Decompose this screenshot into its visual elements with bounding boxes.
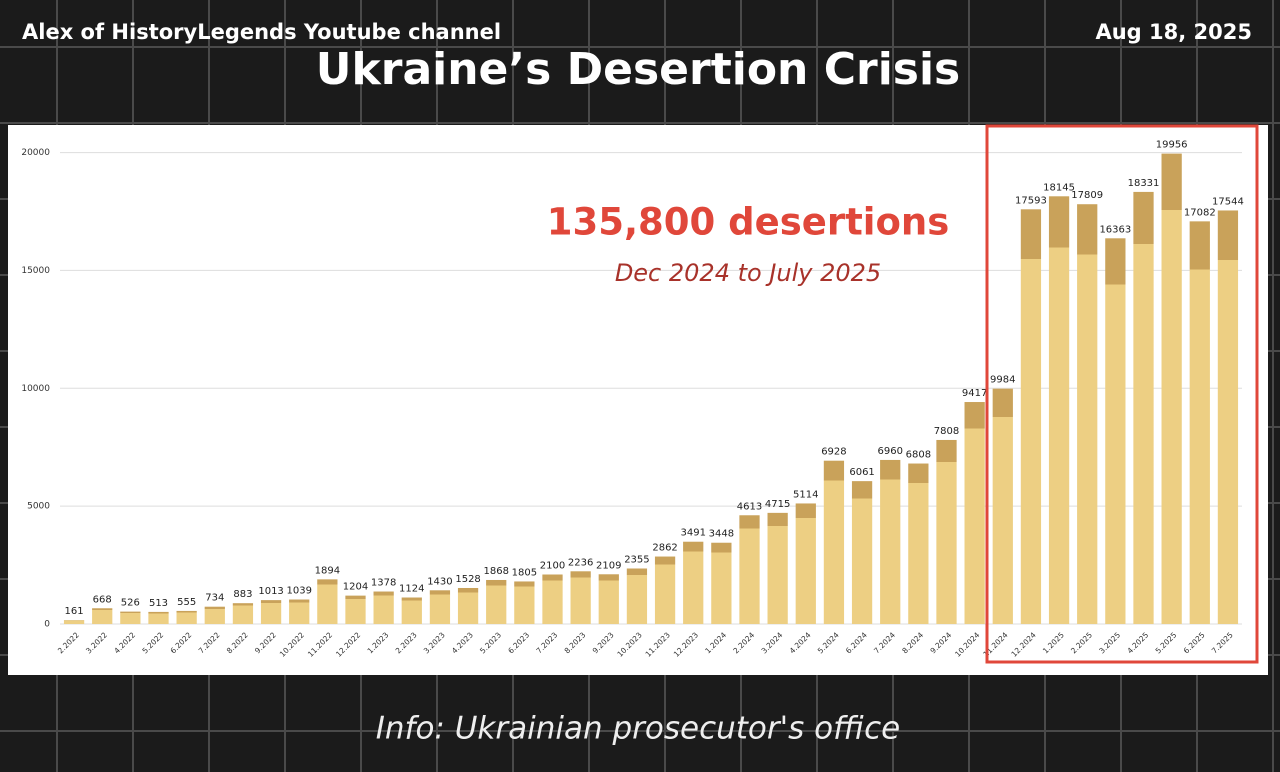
bar: [598, 574, 619, 624]
date: Aug 18, 2025: [1095, 20, 1252, 44]
y-tick-label: 0: [44, 620, 50, 630]
value-label: 6808: [906, 450, 931, 461]
bar: [936, 439, 957, 624]
bar: [795, 503, 816, 624]
value-label: 734: [205, 593, 224, 604]
value-label: 1124: [399, 584, 424, 595]
value-label: 513: [149, 598, 168, 609]
value-label: 4715: [765, 499, 790, 510]
value-label: 17593: [1015, 195, 1047, 206]
bar: [908, 463, 929, 624]
bar: [964, 402, 985, 624]
value-label: 1528: [455, 574, 480, 585]
value-label: 7808: [934, 426, 959, 437]
y-tick-label: 20000: [21, 148, 50, 158]
value-label: 2355: [624, 554, 649, 565]
value-label: 555: [177, 597, 196, 608]
bar: [739, 515, 760, 624]
bar: [542, 574, 563, 624]
bar: [1133, 191, 1154, 624]
value-label: 1378: [371, 578, 396, 589]
value-label: 9417: [962, 388, 987, 399]
bar: [345, 595, 366, 624]
bar: [232, 603, 254, 624]
bar: [1048, 196, 1070, 624]
bar: [204, 606, 225, 624]
annotation-range: Dec 2024 to July 2025: [615, 259, 881, 287]
value-label: 3491: [680, 528, 705, 539]
value-label: 883: [233, 589, 252, 600]
value-label: 1204: [343, 582, 368, 593]
bar: [514, 581, 535, 624]
value-label: 6960: [877, 446, 902, 457]
highlight-box: [985, 124, 1259, 664]
bar: [1189, 221, 1210, 625]
value-label: 1013: [258, 586, 283, 597]
value-label: 16363: [1099, 224, 1131, 235]
value-label: 18331: [1128, 178, 1160, 189]
bar: [176, 610, 197, 624]
bar: [851, 481, 873, 624]
value-label: 6928: [821, 447, 846, 458]
bar: [1020, 209, 1042, 624]
value-label: 9984: [990, 375, 1015, 386]
value-label: 17809: [1071, 190, 1103, 201]
bar: [486, 579, 507, 624]
bar: [823, 460, 845, 624]
bar: [63, 620, 85, 624]
bar: [289, 599, 310, 624]
value-label: 2236: [568, 557, 593, 568]
value-label: 4613: [737, 501, 762, 512]
y-tick-label: 5000: [27, 502, 50, 512]
bar: [767, 512, 788, 624]
y-tick-label: 10000: [21, 384, 50, 394]
bar: [317, 579, 338, 624]
chart-title: Ukraine’s Desertion Crisis: [316, 44, 960, 95]
bar: [711, 542, 732, 624]
bar: [401, 597, 422, 624]
value-label: 1430: [427, 576, 452, 587]
value-label: 3448: [709, 529, 734, 540]
value-label: 6061: [849, 467, 874, 478]
bar: [457, 587, 479, 624]
bar: [1105, 238, 1126, 624]
bar: [654, 556, 676, 624]
value-label: 18145: [1043, 182, 1075, 193]
bar: [148, 611, 169, 624]
value-label: 2100: [540, 561, 565, 572]
bar: [880, 459, 901, 624]
value-label: 1894: [315, 565, 340, 576]
value-label: 19956: [1156, 140, 1188, 151]
annotation-total: 135,800 desertions: [547, 201, 950, 244]
bar: [120, 611, 141, 624]
bar: [1077, 204, 1098, 624]
value-label: 1805: [512, 567, 537, 578]
channel-credit: Alex of HistoryLegends Youtube channel: [22, 20, 501, 44]
bar: [626, 568, 648, 624]
value-label: 17544: [1212, 196, 1244, 207]
bar: [570, 571, 591, 624]
bar: [992, 388, 1013, 624]
value-label: 17082: [1184, 207, 1216, 218]
bar: [683, 541, 704, 624]
bar: [1217, 210, 1239, 624]
value-label: 2109: [596, 560, 621, 571]
value-label: 5114: [793, 489, 818, 500]
source: Info: Ukrainian prosecutor's office: [376, 711, 901, 747]
value-label: 526: [121, 598, 140, 609]
y-tick-label: 15000: [21, 266, 50, 276]
value-label: 161: [65, 606, 84, 617]
value-label: 1039: [286, 586, 311, 597]
bar: [92, 608, 113, 624]
bar: [373, 591, 394, 624]
bar: [429, 590, 451, 624]
value-label: 1868: [483, 566, 508, 577]
bar: [260, 600, 282, 624]
bar: [1161, 153, 1182, 624]
value-label: 668: [93, 594, 112, 605]
value-label: 2862: [652, 543, 677, 554]
